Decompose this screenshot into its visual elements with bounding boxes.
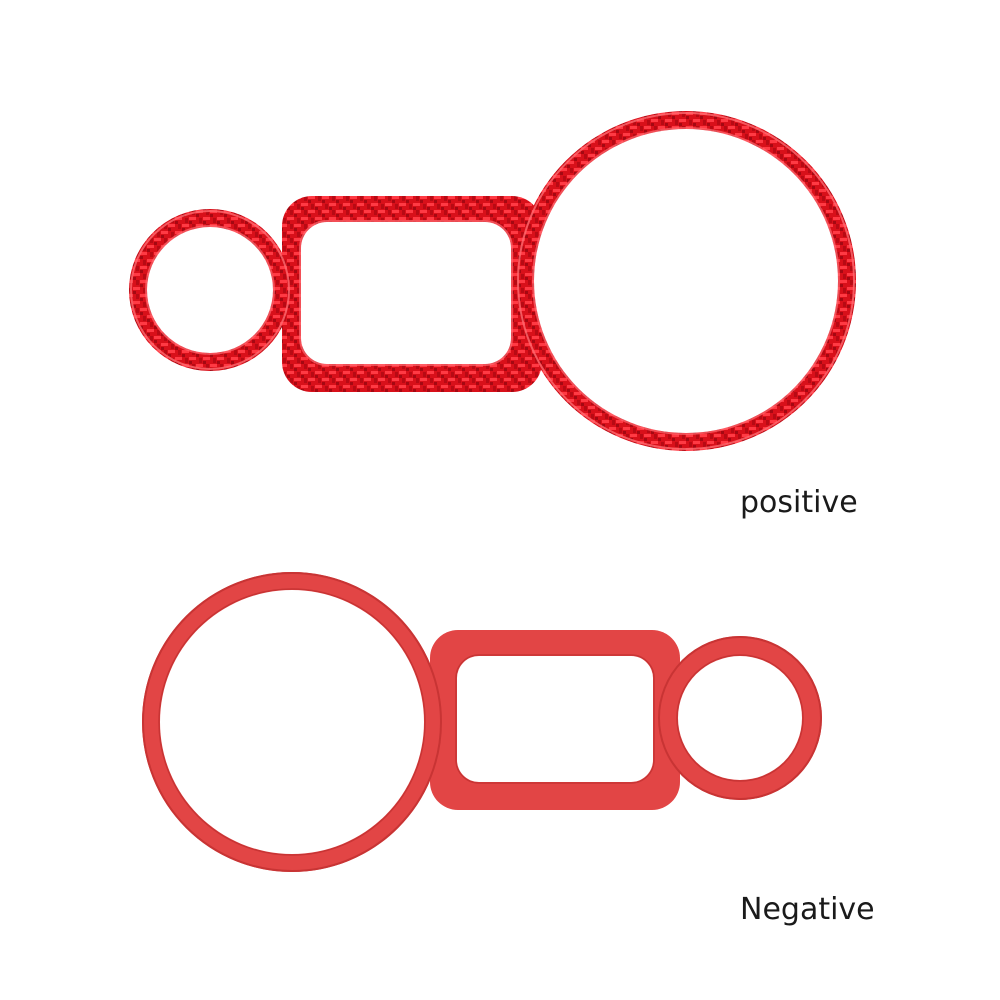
caption-positive: positive: [740, 485, 858, 520]
carbon-trim-front: [129, 111, 856, 451]
caption-negative: Negative: [740, 892, 875, 927]
adhesive-backing: [142, 572, 822, 872]
